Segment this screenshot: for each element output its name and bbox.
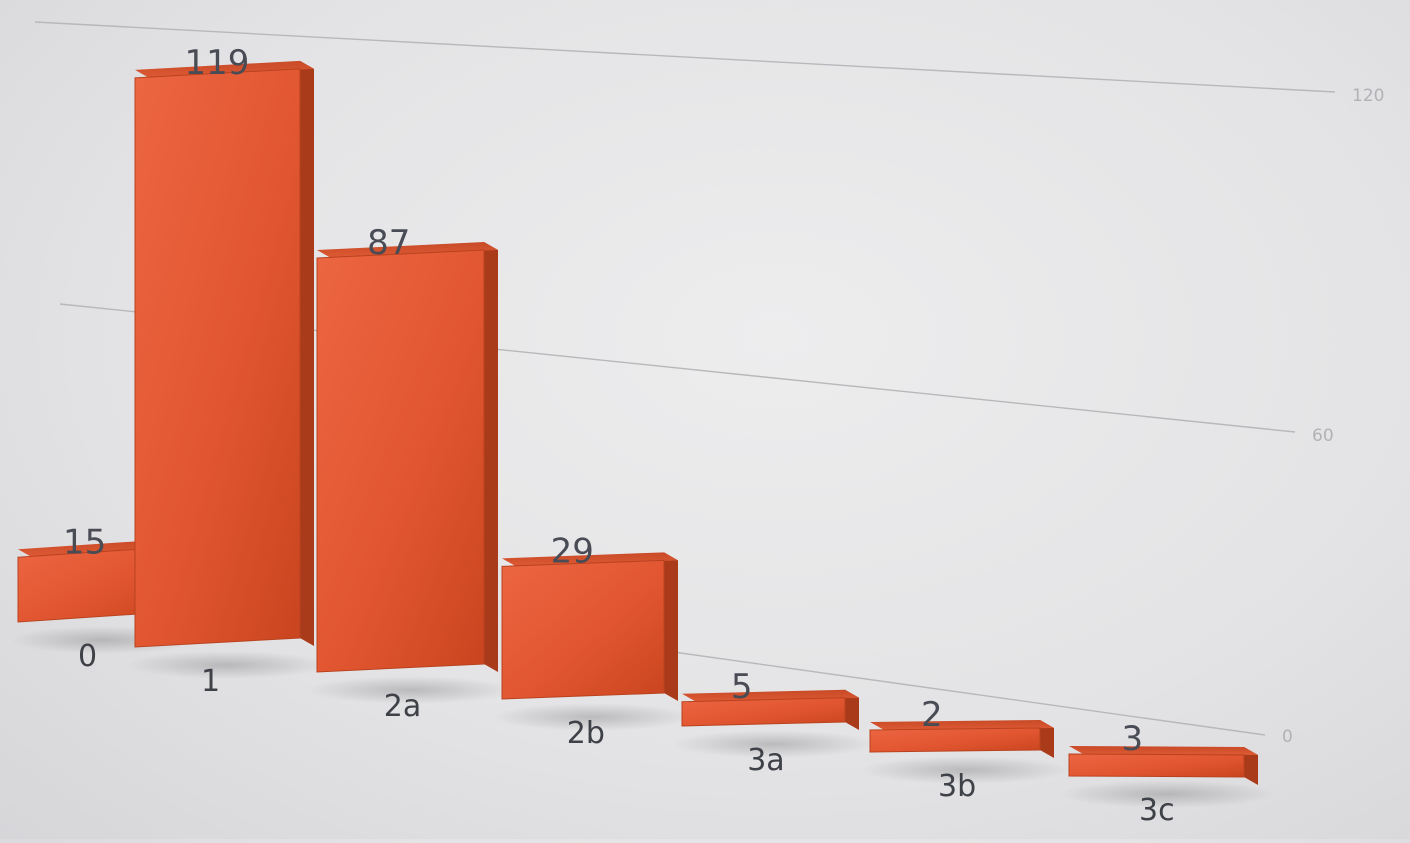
bar-value-label: 87: [367, 223, 410, 263]
bar-labels: 15 0 119 1 87 2a 29 2b 5 3a 2 3b 3 3c: [63, 43, 1175, 828]
bar: [869, 727, 1041, 753]
bar-top: [317, 242, 498, 259]
y-tick-label: 0: [1282, 727, 1293, 747]
bar-top: [502, 552, 678, 567]
bar-value-label: 29: [551, 531, 594, 571]
bar-shadow: [859, 756, 1071, 784]
bar-value-label: 3: [1122, 719, 1144, 759]
bar-value-label: 5: [731, 667, 753, 707]
category-label: 3c: [1139, 793, 1175, 828]
bar-top: [870, 720, 1054, 730]
gridline: [34, 21, 1336, 93]
bar-side: [300, 60, 314, 647]
bar-shadow: [125, 651, 330, 679]
bar-value-label: 2: [921, 695, 943, 735]
bar: [1068, 753, 1245, 778]
bar: [681, 697, 846, 727]
y-tick-label: 120: [1352, 86, 1384, 106]
category-label: 0: [78, 639, 97, 674]
bar-side: [664, 552, 678, 701]
bar-shadow: [1058, 780, 1275, 808]
gridline: [644, 647, 1266, 736]
bar-side: [1040, 720, 1054, 758]
bar-top: [135, 60, 314, 78]
category-label: 2a: [384, 689, 421, 724]
category-label: 3b: [938, 769, 976, 804]
bar-shadow: [306, 676, 515, 704]
bar-shadow: [672, 730, 875, 758]
y-tick-labels: 0 60 120: [1282, 86, 1384, 747]
bar: [316, 249, 485, 673]
bar-side: [1244, 747, 1258, 785]
bars: [10, 60, 1275, 808]
bar: [134, 68, 301, 648]
y-tick-label: 60: [1312, 426, 1334, 446]
category-label: 3a: [747, 743, 784, 778]
bar-shadow: [492, 703, 694, 731]
category-label: 2b: [567, 716, 605, 751]
category-label: 1: [201, 664, 220, 699]
bar-side: [484, 242, 498, 673]
bar: [501, 559, 665, 700]
bar-top: [1069, 746, 1258, 755]
bar-value-label: 119: [185, 43, 250, 83]
bar-value-label: 15: [63, 522, 106, 562]
bar-side: [845, 689, 859, 730]
